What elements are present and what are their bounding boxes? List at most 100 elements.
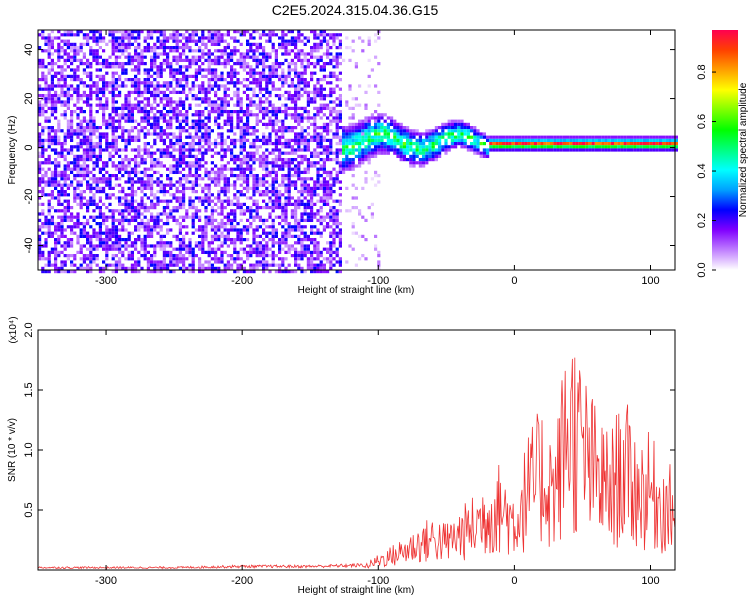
spectrogram-cell <box>162 186 166 190</box>
spectrogram-cell <box>402 135 406 139</box>
spectrogram-cell <box>316 247 320 251</box>
spectrogram-cell <box>166 244 170 248</box>
spectrogram-cell <box>118 183 122 187</box>
spectrogram-cell <box>143 148 147 152</box>
spectrogram-cell <box>434 158 438 162</box>
spectrogram-cell <box>268 132 272 136</box>
spectrogram-cell <box>326 199 330 203</box>
spectrogram-cell <box>294 164 298 168</box>
spectrogram-cell <box>290 209 294 213</box>
spectrogram-cell <box>210 58 214 62</box>
spectrogram-cell <box>143 46 147 50</box>
spectrogram-cell <box>255 55 259 59</box>
spectrogram-cell <box>95 103 99 107</box>
spectrogram-cell <box>274 145 278 149</box>
spectrogram-cell <box>105 266 109 270</box>
spectrogram-cell <box>268 52 272 56</box>
spectrogram-cell <box>290 39 294 43</box>
spectrogram-cell <box>82 222 86 226</box>
spectrogram-cell <box>310 202 314 206</box>
spectrogram-cell <box>322 135 326 139</box>
spectrogram-cell <box>98 225 102 229</box>
spectrogram-cell <box>127 218 131 222</box>
spectrogram-cell <box>140 81 144 85</box>
spectrogram-cell <box>252 218 256 222</box>
spectrogram-cell <box>82 177 86 181</box>
spectrogram-cell <box>134 119 138 123</box>
spectrogram-cell <box>134 170 138 174</box>
spectrogram-cell <box>143 103 147 107</box>
spectrogram-cell <box>361 161 365 165</box>
spectrogram-cell <box>198 218 202 222</box>
spectrogram-cell <box>313 215 317 219</box>
spectrogram-cell <box>102 62 106 66</box>
spectrogram-cell <box>342 151 346 155</box>
spectrogram-cell <box>255 180 259 184</box>
spectrogram-cell <box>105 228 109 232</box>
spectrogram-cell <box>134 225 138 229</box>
spectrogram-cell <box>198 183 202 187</box>
spectrogram-cell <box>223 100 227 104</box>
spectrogram-cell <box>63 49 67 53</box>
spectrogram-cell <box>252 202 256 206</box>
spectrogram-cell <box>89 87 93 91</box>
spectrogram-cell <box>153 202 157 206</box>
spectrogram-cell <box>214 81 218 85</box>
spectrogram-cell <box>98 142 102 146</box>
spectrogram-cell <box>105 65 109 69</box>
spectrogram-cell <box>255 174 259 178</box>
spectrogram-cell <box>114 110 118 114</box>
spectrogram-cell <box>402 142 406 146</box>
spectrogram-cell <box>108 177 112 181</box>
spectrogram-cell <box>329 100 333 104</box>
spectrogram-cell <box>281 225 285 229</box>
spectrogram-cell <box>38 58 42 62</box>
spectrogram-cell <box>57 65 61 69</box>
spectrogram-cell <box>316 167 320 171</box>
spectrogram-cell <box>159 100 163 104</box>
spectrogram-cell <box>204 209 208 213</box>
spectrogram-cell <box>178 164 182 168</box>
spectrogram-cell <box>230 222 234 226</box>
spectrogram-cell <box>230 151 234 155</box>
spectrogram-cell <box>313 247 317 251</box>
spectrogram-cell <box>127 42 131 46</box>
spectrogram-cell <box>364 135 368 139</box>
spectrogram-cell <box>306 84 310 88</box>
spectrogram-cell <box>89 49 93 53</box>
spectrogram-cell <box>169 138 173 142</box>
spectrogram-cell <box>105 225 109 229</box>
spectrogram-cell <box>76 222 80 226</box>
spectrogram-cell <box>322 180 326 184</box>
spectrogram-cell <box>162 113 166 117</box>
spectrogram-cell <box>322 78 326 82</box>
spectrogram-cell <box>246 87 250 91</box>
spectrogram-cell <box>130 55 134 59</box>
spectrogram-cell <box>303 270 307 274</box>
spectrogram-cell <box>169 186 173 190</box>
spectrogram-cell <box>159 260 163 264</box>
spectrogram-cell <box>406 145 410 149</box>
spectrogram-cell <box>182 225 186 229</box>
spectrogram-cell <box>198 87 202 91</box>
spectrogram-cell <box>322 122 326 126</box>
spectrogram-cell <box>217 266 221 270</box>
spectrogram-cell <box>82 94 86 98</box>
spectrogram-cell <box>182 49 186 53</box>
spectrogram-cell <box>326 215 330 219</box>
spectrogram-cell <box>242 148 246 152</box>
spectrogram-cell <box>310 270 314 274</box>
spectrogram-cell <box>297 170 301 174</box>
spectrogram-cell <box>105 148 109 152</box>
spectrogram-cell <box>54 97 58 101</box>
spectrogram-cell <box>54 167 58 171</box>
spectrogram-cell <box>134 78 138 82</box>
spectrogram-cell <box>370 142 374 146</box>
spectrogram-cell <box>92 193 96 197</box>
spectrogram-cell <box>63 206 67 210</box>
spectrogram-cell <box>95 202 99 206</box>
spectrogram-cell <box>124 78 128 82</box>
spectrogram-cell <box>130 199 134 203</box>
spectrogram-cell <box>294 209 298 213</box>
spectrogram-cell <box>98 180 102 184</box>
